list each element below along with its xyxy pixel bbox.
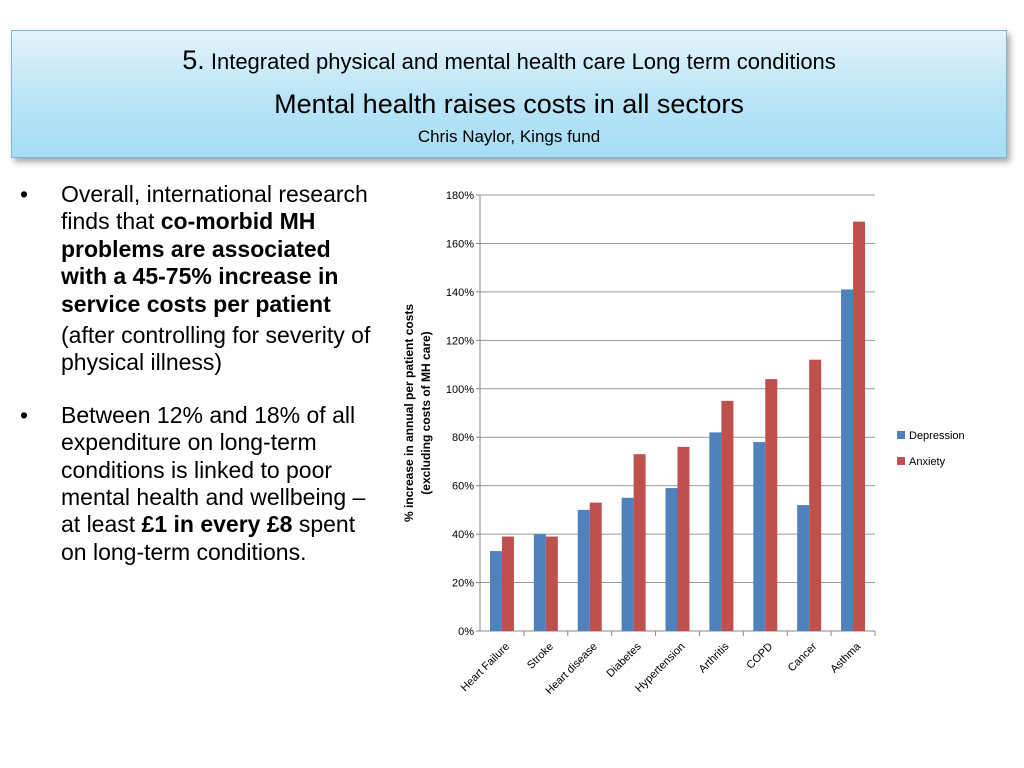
title-banner: 5. Integrated physical and mental health… <box>11 30 1007 158</box>
slide-subtitle: Mental health raises costs in all sector… <box>274 89 744 119</box>
bullet-list: • Overall, international research finds … <box>20 181 380 566</box>
x-tick-label: Diabetes <box>605 640 645 680</box>
x-tick-label: Heart Failure <box>459 641 512 694</box>
bullet-text-end: spent on long-term conditions. <box>61 511 356 565</box>
slide-number: 5. <box>182 45 205 75</box>
y-tick-label: 160% <box>446 238 474 250</box>
slide-author: Chris Naylor, Kings fund <box>417 127 601 146</box>
bullet-text: Between 12% and 18% of all expenditure o… <box>61 402 380 566</box>
legend-label: Anxiety <box>909 456 946 468</box>
y-tick-label: 0% <box>458 626 474 638</box>
bar-depression <box>533 534 546 631</box>
legend-swatch <box>897 457 905 465</box>
slide-title-line1: 5. Integrated physical and mental health… <box>12 45 1006 77</box>
y-tick-label: 60% <box>452 481 474 493</box>
bar-anxiety <box>853 221 866 631</box>
y-axis-title: % increase in annual per patient costs <box>402 304 416 522</box>
y-tick-label: 140% <box>446 287 474 299</box>
bullet-subtext: (after controlling for severity of physi… <box>61 322 371 376</box>
bullet-marker: • <box>20 181 29 207</box>
bar-anxiety <box>765 379 778 631</box>
x-tick-label: Arthritis <box>697 640 732 675</box>
y-tick-label: 40% <box>452 529 474 541</box>
cost-increase-bar-chart: 0% 20% 40% 60% 80% 100% 120% 140% 160% 180% Heart … <box>402 190 965 697</box>
bar-depression <box>797 505 810 631</box>
bar-anxiety <box>809 359 822 631</box>
x-tick-label: Asthma <box>828 640 863 675</box>
bar-anxiety <box>501 536 514 631</box>
bullet-item-1: • Overall, international research finds … <box>20 181 380 377</box>
y-axis-title: (excluding costs of MH care) <box>419 331 433 494</box>
bar-anxiety <box>677 446 690 631</box>
y-tick-label: 20% <box>452 578 474 590</box>
bullet-text-bold: £1 in every £8 <box>141 511 293 538</box>
bullet-marker: • <box>20 401 29 428</box>
y-tick-label: 120% <box>446 335 474 347</box>
bullet-text-bold: co-morbid MH problems are associated wit… <box>61 208 339 317</box>
y-tick-label: 100% <box>446 384 474 396</box>
legend-swatch <box>897 431 905 439</box>
bar-anxiety <box>589 502 602 631</box>
y-tick-label: 80% <box>452 432 474 444</box>
x-tick-label: COPD <box>744 641 775 672</box>
bar-anxiety <box>633 454 646 631</box>
bar-depression <box>665 488 678 631</box>
bar-anxiety <box>721 400 734 631</box>
bar-depression <box>709 432 722 631</box>
bullet-text-normal: Between 12% and 18% of all expenditure o… <box>61 401 366 538</box>
x-tick-label: Stroke <box>525 641 556 672</box>
legend-label: Depression <box>909 430 965 442</box>
bullet-text-normal: Overall, international research finds th… <box>61 181 368 235</box>
bullet-text: Overall, international research finds th… <box>61 181 380 318</box>
bar-depression <box>577 509 590 631</box>
bar-depression <box>489 551 502 631</box>
bullet-item-2: • Between 12% and 18% of all expenditure… <box>20 402 380 566</box>
bar-depression <box>753 442 766 631</box>
x-tick-label: Cancer <box>786 640 820 674</box>
slide-title-text: Integrated physical and mental health ca… <box>210 49 836 74</box>
bar-depression <box>841 289 854 631</box>
bar-depression <box>621 497 634 631</box>
bar-anxiety <box>545 536 558 631</box>
y-tick-label: 180% <box>446 190 474 202</box>
